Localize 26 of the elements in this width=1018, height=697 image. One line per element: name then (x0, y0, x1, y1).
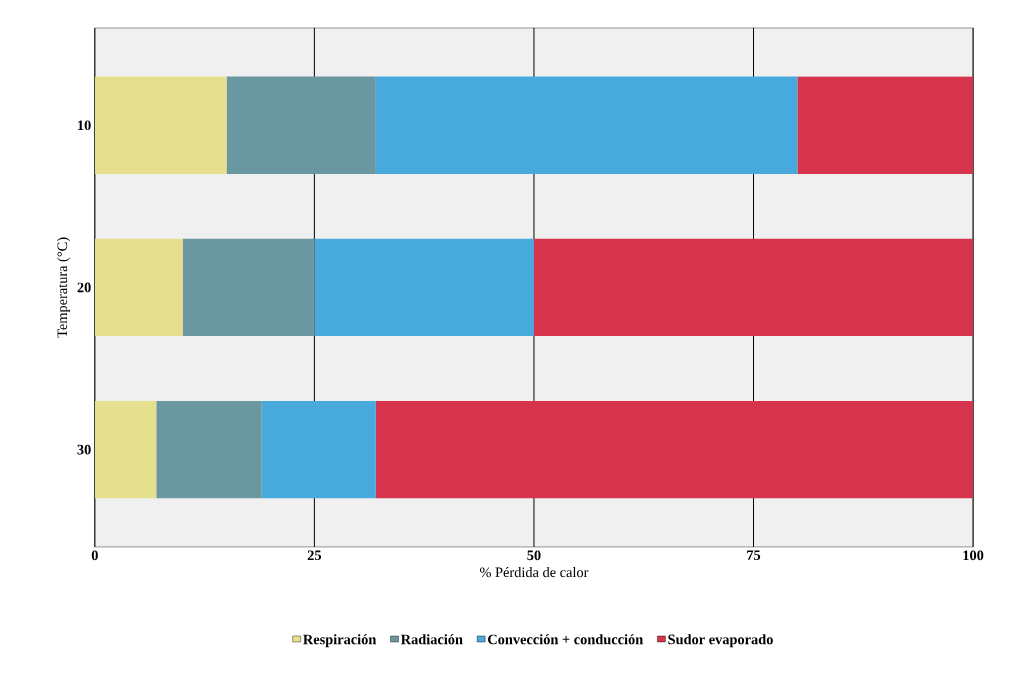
bar (94, 76, 227, 175)
legend-label: Convección + conducción (488, 634, 644, 645)
bar (261, 401, 376, 499)
x-tick-label: 75 (747, 550, 761, 561)
y-axis-title: Temperatura (°C) (57, 237, 71, 338)
x-tick-label: 100 (963, 550, 984, 561)
x-tick-label: 50 (527, 550, 541, 561)
bar (156, 401, 262, 499)
y-tick-label: 30 (77, 444, 91, 455)
bar (314, 238, 534, 337)
bar (182, 238, 315, 337)
bar (226, 76, 376, 175)
legend-label: Sudor evaporado (668, 634, 773, 648)
bar (533, 238, 974, 337)
legend-label: Radiación (400, 634, 463, 645)
x-axis-title: % Pérdida de calor (479, 567, 589, 578)
bar (94, 401, 157, 499)
bar (94, 238, 183, 337)
bar (797, 76, 974, 175)
x-tick-label: 25 (307, 550, 322, 561)
legend-label: Respiración (303, 634, 377, 648)
bar (375, 76, 798, 175)
x-tick-label: 0 (91, 550, 98, 561)
y-tick-label: 10 (78, 120, 91, 131)
y-tick-label: 20 (77, 282, 91, 293)
bar (375, 401, 974, 499)
